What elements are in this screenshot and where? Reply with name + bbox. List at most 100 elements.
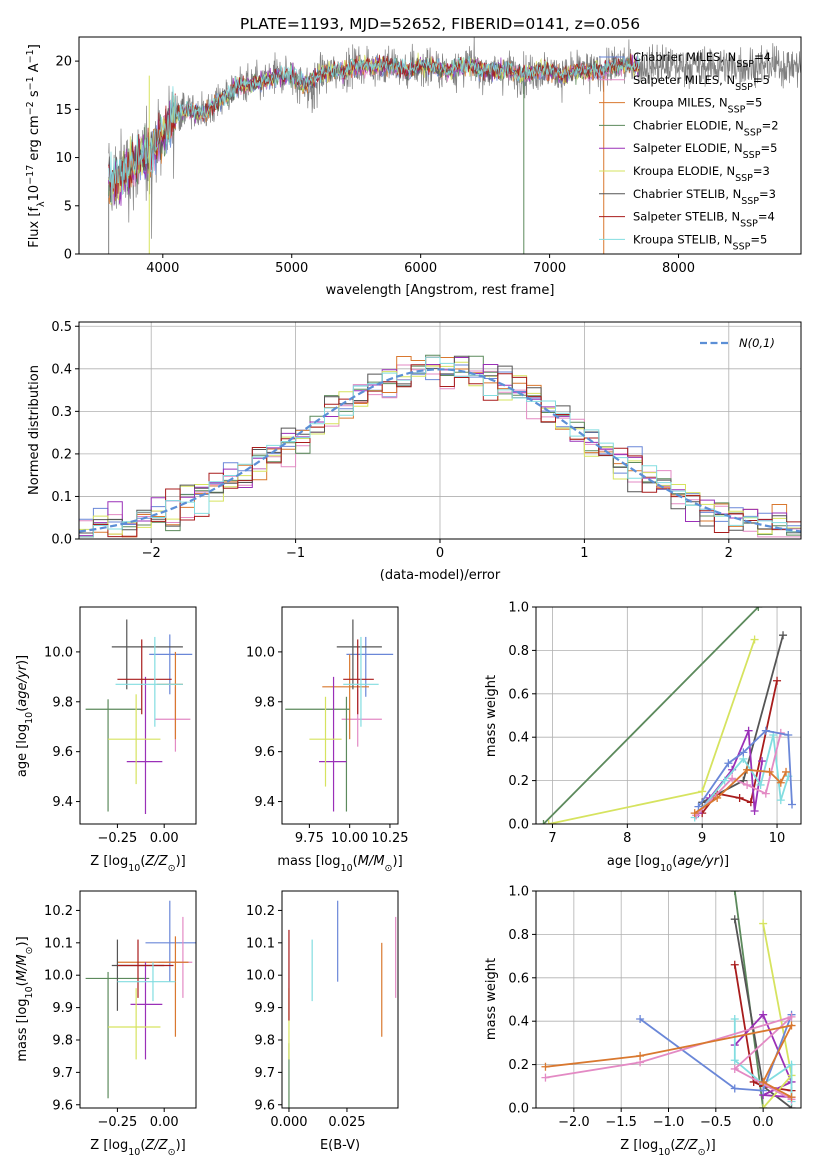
series-marker — [754, 607, 763, 611]
y-tick-label: 10.1 — [44, 936, 73, 951]
x-tick-label: −0.5 — [700, 1115, 732, 1130]
x-tick-label: 10.00 — [331, 831, 368, 846]
x-tick-label: −1 — [286, 546, 305, 561]
y-tick-label: 0.0 — [51, 533, 72, 548]
y-tick-label: 1.0 — [508, 601, 529, 616]
series-marker — [724, 759, 733, 768]
series-marker — [761, 726, 770, 735]
y-tick-label: 1.0 — [508, 885, 529, 900]
gaussian-curve — [79, 368, 801, 533]
errorbar-point — [336, 619, 382, 690]
x-tick-label: −1.5 — [605, 1115, 637, 1130]
y-tick-label: 0.8 — [508, 928, 529, 943]
chart-mass-vs-Z: −0.25 0.00 9.6 9.7 9.8 9.9 10.0 10.1 10.2 — [44, 890, 197, 1130]
y-tick-label: 15 — [55, 103, 72, 118]
errorbar-point — [117, 639, 172, 715]
y-tick-label: 0.6 — [508, 971, 529, 986]
series-path — [542, 607, 759, 824]
series-marker — [541, 1073, 550, 1082]
y-tick-label: 5 — [64, 199, 72, 214]
series-marker — [759, 1086, 768, 1095]
series-marker — [750, 635, 759, 644]
series-line — [690, 765, 791, 818]
series-marker — [750, 806, 759, 815]
x-axis-label: Z [log10(Z/Z⊙)] — [90, 854, 185, 874]
chart-spectrum: 4000 5000 6000 7000 8000 0 5 10 15 20 Chabrier MIL… — [55, 36, 802, 276]
series-marker — [784, 731, 793, 740]
x-tick-label: 0.025 — [328, 1115, 365, 1130]
legend-label: Kroupa STELIB, NSSP=5 — [633, 232, 767, 252]
y-tick-label: 0.2 — [51, 447, 72, 462]
y-tick-label: 10 — [55, 151, 72, 166]
x-axis-label: Z [log10(Z/Z⊙)] — [620, 1138, 715, 1158]
series-line — [544, 635, 759, 824]
x-tick-label: 4000 — [146, 261, 179, 276]
y-axis-label: mass [log10(M/M⊙)] — [15, 936, 35, 1061]
plot-area — [536, 891, 801, 1108]
series-marker — [730, 1015, 739, 1024]
series-marker — [759, 919, 768, 928]
y-tick-label: 9.6 — [52, 1098, 73, 1113]
errorbar-point — [108, 988, 161, 1060]
model-line — [108, 55, 640, 203]
series-marker — [787, 1012, 796, 1021]
y-tick-label: 9.6 — [52, 745, 73, 760]
series-marker — [730, 915, 739, 924]
chart-age-vs-mass: 9.75 10.00 10.25 9.4 9.6 9.8 10.0 — [246, 606, 409, 846]
y-tick-label: 9.8 — [52, 695, 73, 710]
axes-frame — [78, 36, 802, 255]
series-marker — [759, 1010, 768, 1019]
series-line — [694, 726, 797, 811]
y-tick-label: 9.6 — [254, 745, 275, 760]
x-axis-label: wavelength [Angstrom, rest frame] — [326, 283, 555, 298]
errorbar-point — [343, 636, 379, 727]
chart-title: PLATE=1193, MJD=52652, FIBERID=0141, z=0… — [240, 15, 640, 33]
legend-label: Kroupa ELODIE, NSSP=3 — [633, 164, 770, 184]
y-axis-label: Normed distribution — [27, 365, 42, 495]
y-tick-label: 9.7 — [254, 1066, 275, 1081]
axes-frame — [281, 890, 399, 1109]
plot-area — [288, 900, 397, 1108]
legend-label: Kroupa MILES, NSSP=5 — [633, 96, 762, 116]
series-marker — [541, 1062, 550, 1071]
series-marker — [779, 631, 788, 640]
x-tick-label: 1 — [580, 546, 588, 561]
series-marker — [759, 1077, 768, 1086]
y-axis-label: mass weight — [484, 675, 499, 757]
y-axis-label: age [log10(age/yr)] — [15, 655, 35, 777]
y-tick-label: 9.9 — [52, 1001, 73, 1016]
y-tick-label: 0.4 — [508, 1015, 529, 1030]
chart-mass-weight-vs-age: 7 8 9 10 0.0 0.2 0.4 0.6 0.8 1.0 — [508, 601, 802, 846]
legend-label: Salpeter STELIB, NSSP=4 — [633, 210, 775, 230]
errorbar-point — [117, 962, 176, 1002]
x-tick-label: 0.000 — [270, 1115, 307, 1130]
y-tick-label: 0.6 — [508, 687, 529, 702]
histogram-step — [79, 356, 801, 538]
series-marker — [735, 793, 744, 802]
plot-area — [108, 37, 801, 254]
series-marker — [730, 891, 739, 895]
y-tick-label: 9.8 — [254, 1033, 275, 1048]
series-marker — [782, 767, 791, 776]
series-line — [690, 731, 793, 822]
axes-frame — [78, 321, 802, 540]
series-marker — [730, 1084, 739, 1093]
y-tick-label: 10.1 — [246, 936, 275, 951]
y-tick-label: 0.4 — [508, 731, 529, 746]
series-marker — [539, 820, 548, 824]
series-marker — [758, 757, 767, 766]
legend-label: Salpeter MILES, NSSP=5 — [633, 73, 770, 93]
x-axis-label: mass [log10(M/M⊙)] — [277, 854, 402, 874]
legend-label: Salpeter ELODIE, NSSP=5 — [633, 141, 777, 161]
series-marker — [730, 1056, 739, 1065]
y-axis-label: mass weight — [484, 958, 499, 1040]
x-tick-label: 10.25 — [371, 831, 408, 846]
y-tick-label: 0.3 — [51, 405, 72, 420]
y-tick-label: 9.4 — [52, 795, 73, 810]
series-marker — [713, 793, 722, 802]
errorbar-point — [111, 619, 183, 690]
plot-area — [79, 322, 801, 539]
x-tick-label: 10 — [769, 831, 786, 846]
x-tick-label: −0.25 — [97, 1115, 137, 1130]
x-tick-label: −2 — [142, 546, 161, 561]
